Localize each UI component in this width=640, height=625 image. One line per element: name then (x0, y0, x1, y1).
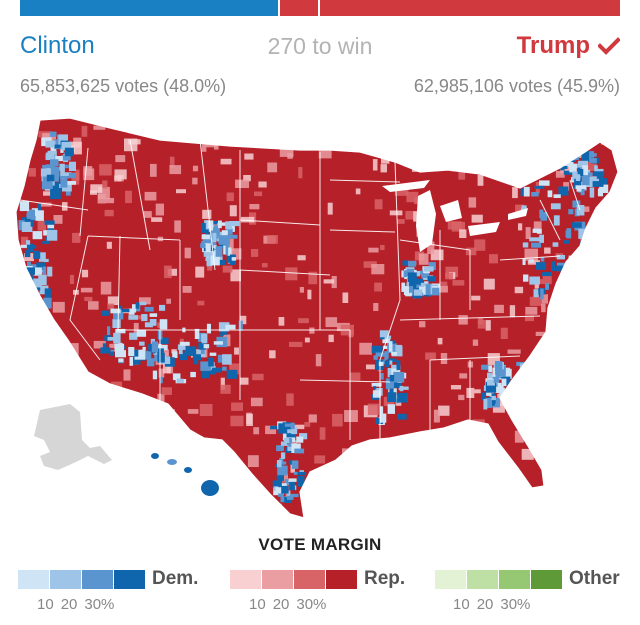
rep-candidate-name: Trump (516, 32, 590, 59)
legend-other-ticks: 10 20 30% (453, 596, 530, 613)
legend-dem-swatch-4 (114, 569, 145, 589)
legend-other-swatch-1 (435, 569, 466, 589)
electoral-bar-dem (20, 0, 278, 16)
tick-label: 30% (296, 596, 327, 613)
legend-dem-label: Dem. (152, 568, 199, 589)
electoral-vote-bar (20, 0, 620, 16)
legend-dem-swatch-3 (82, 569, 113, 589)
tick-label: 10 (37, 596, 54, 613)
us-county-map (15, 117, 619, 519)
tick-label: 10 (249, 596, 266, 613)
win-threshold-label: 270 to win (267, 33, 373, 59)
legend-rep-swatch-2 (262, 569, 293, 589)
legend-dem: Dem. (18, 568, 199, 589)
electoral-bar-rep (280, 0, 620, 16)
tick-label: 20 (476, 596, 494, 613)
dem-vote-count: 65,853,625 votes (48.0%) (20, 76, 227, 96)
legend-rep-swatch-4 (326, 569, 357, 589)
tick-label: 20 (272, 596, 290, 613)
legend-rep: Rep. (230, 568, 406, 589)
great-lakes (382, 180, 528, 252)
legend-rep-label: Rep. (364, 568, 406, 589)
rep-vote-count: 62,985,106 votes (45.9%) (413, 76, 620, 96)
tick-label: 30% (500, 596, 531, 613)
legend-dem-swatch-2 (50, 569, 81, 589)
legend-rep-swatch-3 (294, 569, 325, 589)
legend-other-label: Other (569, 568, 620, 589)
dem-candidate-name: Clinton (20, 32, 95, 59)
tick-label: 10 (453, 596, 470, 613)
legend-rep-ticks: 10 20 30% (249, 596, 326, 613)
legend-dem-ticks: 10 20 30% (37, 596, 114, 613)
legend-rep-swatch-1 (230, 569, 261, 589)
alaska-shape (34, 404, 112, 470)
tick-label: 20 (60, 596, 78, 613)
legend-other: Other (435, 568, 620, 589)
legend-dem-swatch-1 (18, 569, 49, 589)
win-threshold-marker (318, 0, 320, 16)
legend-other-swatch-3 (499, 569, 530, 589)
tick-label: 30% (84, 596, 115, 613)
legend-title: VOTE MARGIN (258, 535, 382, 554)
legend-other-swatch-2 (467, 569, 498, 589)
legend-other-swatch-4 (531, 569, 562, 589)
rep-candidate: Trump (517, 30, 620, 62)
checkmark-icon (598, 37, 620, 55)
hawaii-shape (151, 453, 219, 496)
